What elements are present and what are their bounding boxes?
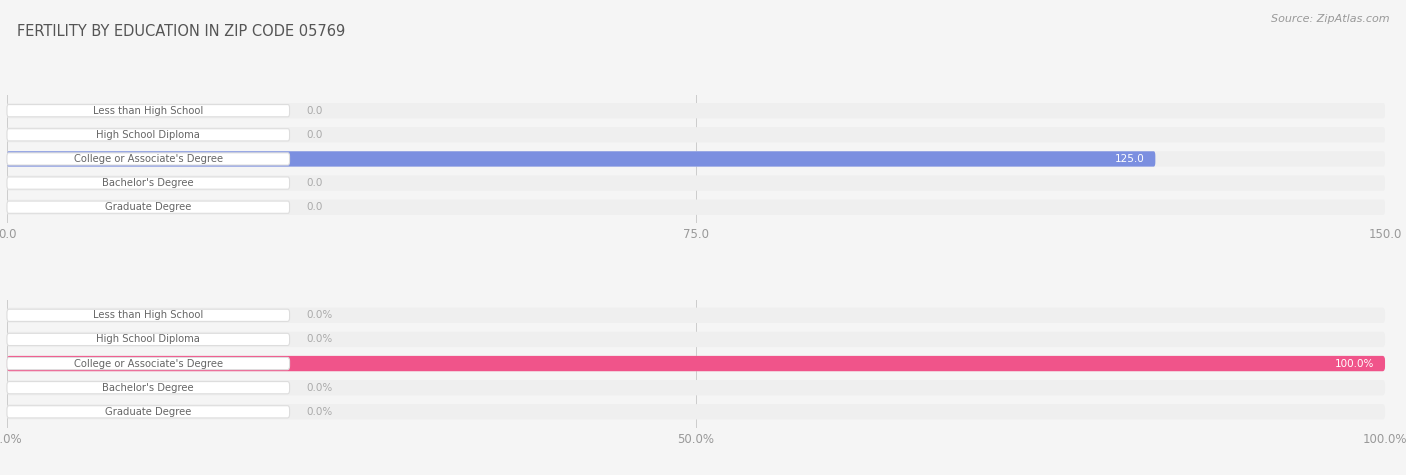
Text: High School Diploma: High School Diploma [97,130,200,140]
FancyBboxPatch shape [7,200,1385,215]
Text: 0.0%: 0.0% [307,310,332,320]
Text: Bachelor's Degree: Bachelor's Degree [103,178,194,188]
FancyBboxPatch shape [7,356,1385,371]
FancyBboxPatch shape [7,406,290,418]
FancyBboxPatch shape [7,380,1385,395]
Text: 125.0: 125.0 [1115,154,1144,164]
Text: 0.0: 0.0 [307,130,322,140]
FancyBboxPatch shape [7,333,290,345]
FancyBboxPatch shape [7,104,290,117]
FancyBboxPatch shape [7,358,290,370]
Text: College or Associate's Degree: College or Associate's Degree [73,154,222,164]
FancyBboxPatch shape [7,103,1385,118]
FancyBboxPatch shape [7,175,1385,191]
Text: Less than High School: Less than High School [93,105,204,116]
Text: 0.0: 0.0 [307,105,322,116]
FancyBboxPatch shape [7,332,1385,347]
Text: 0.0%: 0.0% [307,407,332,417]
Text: 0.0%: 0.0% [307,383,332,393]
Text: Graduate Degree: Graduate Degree [105,202,191,212]
FancyBboxPatch shape [7,308,1385,323]
FancyBboxPatch shape [7,309,290,322]
FancyBboxPatch shape [7,129,290,141]
FancyBboxPatch shape [7,356,1385,371]
FancyBboxPatch shape [7,153,290,165]
Text: 0.0%: 0.0% [307,334,332,344]
Text: College or Associate's Degree: College or Associate's Degree [73,359,222,369]
Text: 0.0: 0.0 [307,202,322,212]
FancyBboxPatch shape [7,404,1385,419]
Text: Bachelor's Degree: Bachelor's Degree [103,383,194,393]
Text: 100.0%: 100.0% [1334,359,1374,369]
FancyBboxPatch shape [7,151,1385,167]
Text: Source: ZipAtlas.com: Source: ZipAtlas.com [1271,14,1389,24]
Text: 0.0: 0.0 [307,178,322,188]
Text: Less than High School: Less than High School [93,310,204,320]
Text: High School Diploma: High School Diploma [97,334,200,344]
Text: Graduate Degree: Graduate Degree [105,407,191,417]
FancyBboxPatch shape [7,151,1156,167]
FancyBboxPatch shape [7,177,290,189]
FancyBboxPatch shape [7,127,1385,142]
FancyBboxPatch shape [7,381,290,394]
Text: FERTILITY BY EDUCATION IN ZIP CODE 05769: FERTILITY BY EDUCATION IN ZIP CODE 05769 [17,24,344,39]
FancyBboxPatch shape [7,201,290,213]
